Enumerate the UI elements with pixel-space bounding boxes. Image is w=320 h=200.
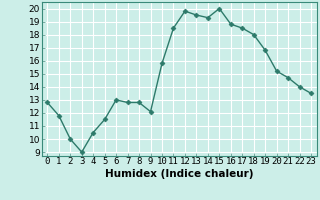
X-axis label: Humidex (Indice chaleur): Humidex (Indice chaleur) xyxy=(105,169,253,179)
